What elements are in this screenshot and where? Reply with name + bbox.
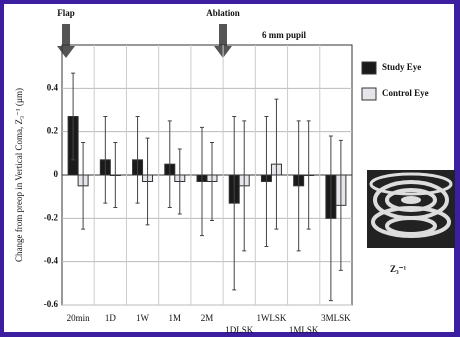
x-tick-label: 2M <box>201 313 214 323</box>
x-tick-label: 3MLSK <box>321 313 351 323</box>
annotation: Flap <box>57 8 75 18</box>
x-tick-label: 1D <box>105 313 117 323</box>
x-tick-label: 1W <box>136 313 150 323</box>
legend-swatch <box>362 62 376 74</box>
x-tick-label: 1MLSK <box>289 325 319 335</box>
y-axis-label: Change from preop in Vertical Coma, Z₃⁻¹… <box>14 88 24 262</box>
y-tick-label: -0.6 <box>44 299 59 309</box>
x-tick-label: 20min <box>67 313 91 323</box>
page: {"chart_data": {"type": "bar", "title": … <box>0 0 460 337</box>
inset <box>367 170 455 248</box>
y-tick-label: 0.4 <box>47 82 59 92</box>
legend-label: Control Eye <box>382 88 429 98</box>
x-tick-label: 1M <box>169 313 182 323</box>
legend-label: Study Eye <box>382 62 421 72</box>
y-tick-label: 0.2 <box>47 126 59 136</box>
chart: 6 mm pupil Flap Ablation Change from pre… <box>0 0 460 337</box>
inset-label: Z₃⁻¹ <box>390 264 406 274</box>
x-tick-label: 1WLSK <box>256 313 286 323</box>
y-tick-label: -0.2 <box>44 212 59 222</box>
annotation: Ablation <box>206 8 240 18</box>
y-tick-label: -0.4 <box>44 256 59 266</box>
y-tick-label: 0 <box>54 169 59 179</box>
legend-swatch <box>362 88 376 100</box>
x-tick-label: 1DLSK <box>225 325 254 335</box>
chart-title: 6 mm pupil <box>262 30 307 40</box>
